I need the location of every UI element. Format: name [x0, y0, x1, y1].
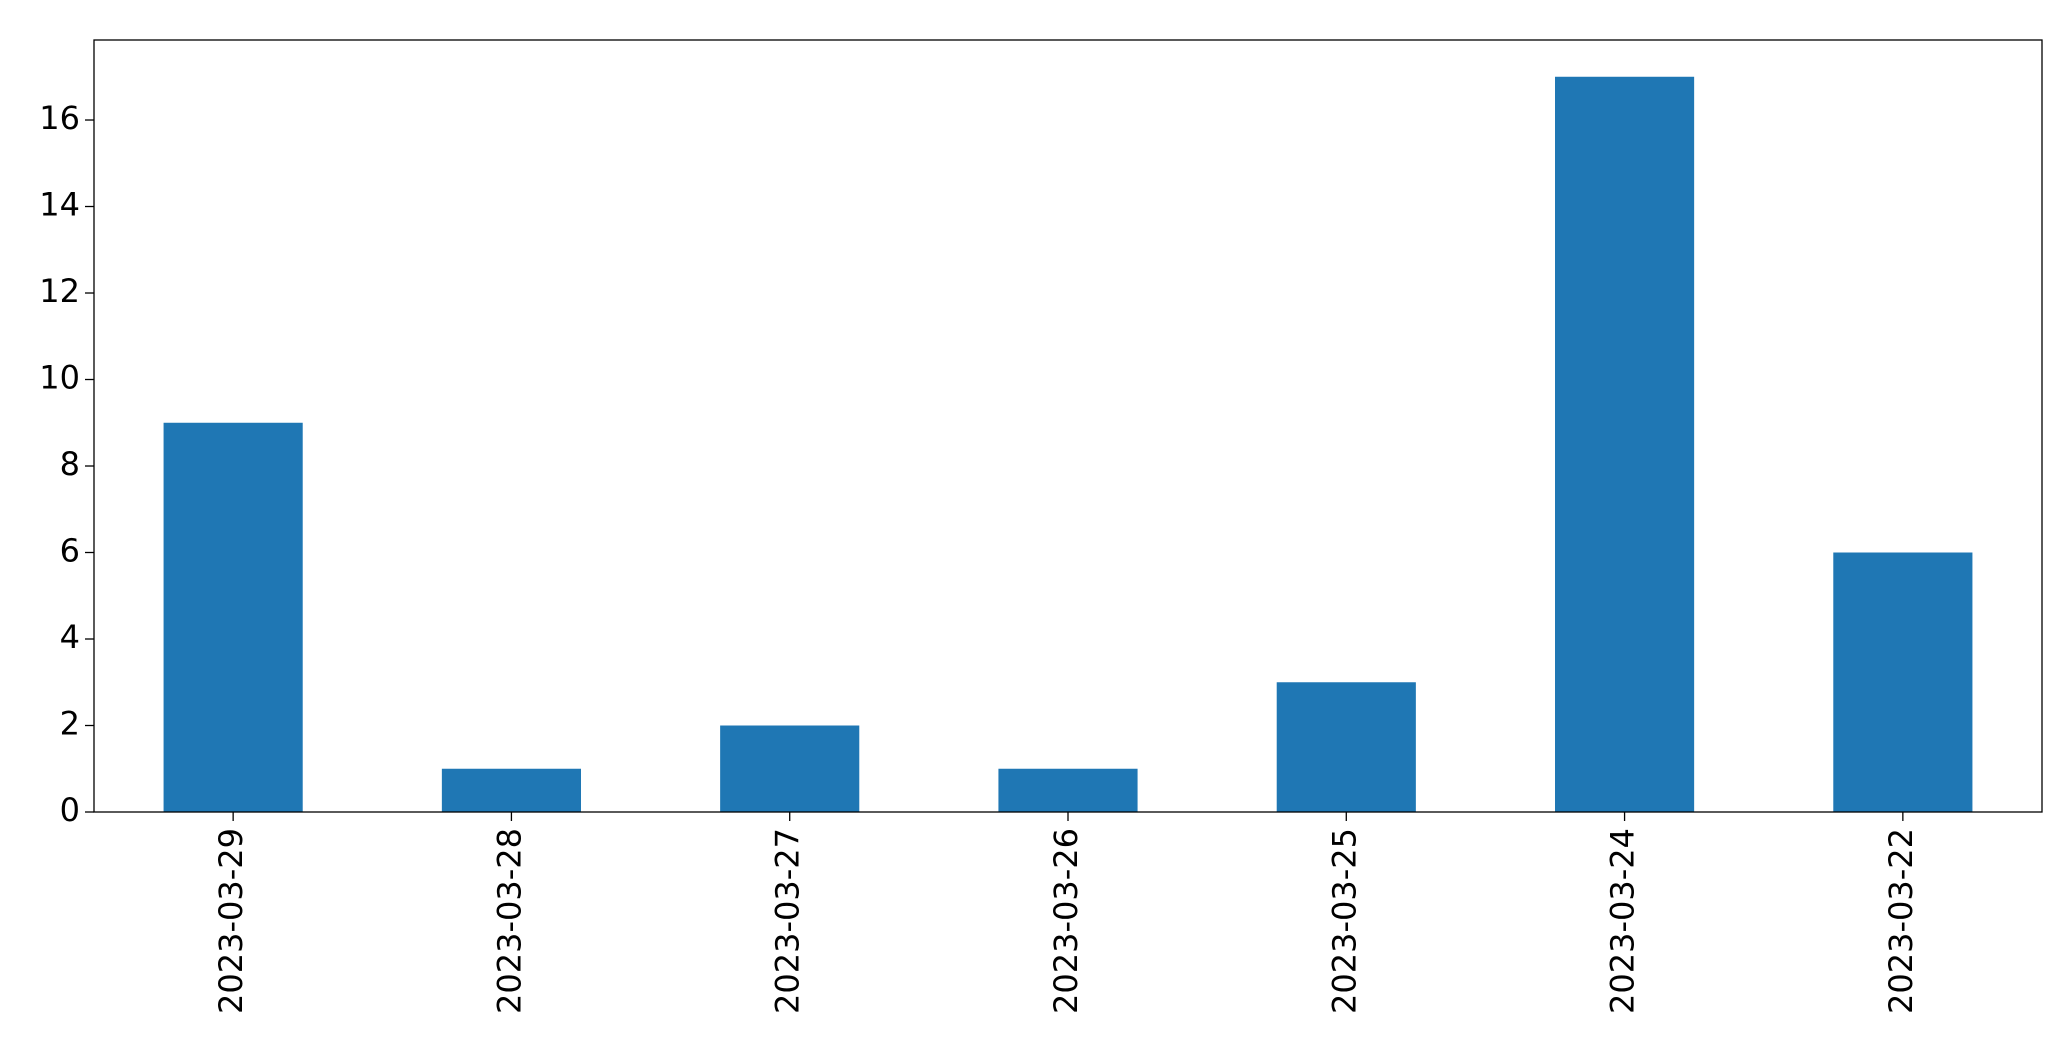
y-tick-label: 0: [60, 791, 80, 829]
y-tick-label: 8: [60, 445, 80, 483]
y-tick-label: 6: [60, 532, 80, 570]
x-tick-label: 2023-03-27: [769, 828, 807, 1014]
bar: [441, 768, 581, 812]
x-tick-label: 2023-03-29: [212, 828, 250, 1014]
x-tick-label: 2023-03-26: [1047, 828, 1085, 1014]
y-tick-label: 4: [60, 618, 80, 656]
bar: [1833, 552, 1973, 812]
x-tick-label: 2023-03-28: [490, 828, 528, 1014]
x-tick-label: 2023-03-24: [1604, 828, 1642, 1014]
bar: [1276, 682, 1416, 812]
plot-frame: [93, 39, 2043, 813]
x-tick-label: 2023-03-25: [1325, 828, 1363, 1014]
x-tick-label: 2023-03-22: [1882, 828, 1920, 1014]
y-tick-label: 14: [39, 186, 80, 224]
y-tick-label: 16: [39, 99, 80, 137]
bar: [720, 725, 860, 812]
y-tick-label: 2: [60, 705, 80, 743]
bar: [1555, 76, 1695, 812]
bar: [998, 768, 1138, 812]
bar: [163, 422, 303, 812]
y-tick-label: 12: [39, 272, 80, 310]
y-tick-label: 10: [39, 359, 80, 397]
